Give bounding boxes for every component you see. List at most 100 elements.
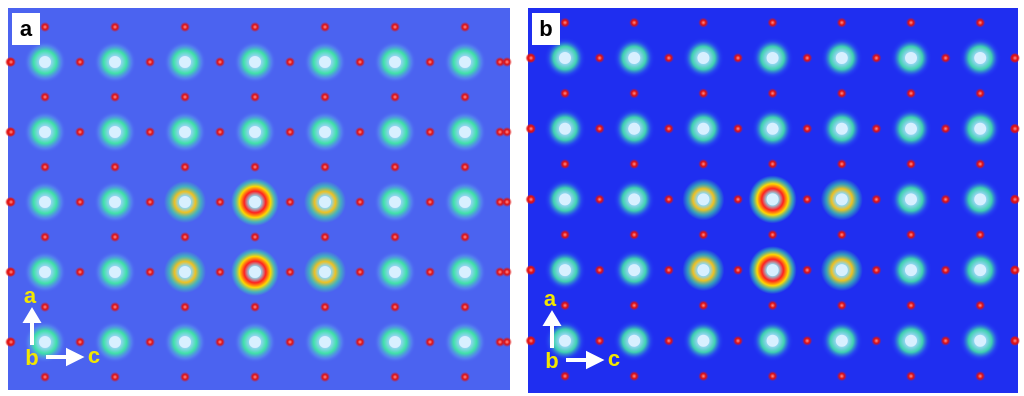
oxygen-site (460, 22, 470, 32)
oxygen-site (6, 267, 16, 277)
oxygen-site (110, 232, 120, 242)
oxygen-site (526, 53, 536, 63)
oxygen-site (871, 194, 882, 205)
cation-core (319, 196, 331, 208)
oxygen-site (285, 267, 295, 277)
oxygen-site (250, 372, 260, 382)
cation-core (697, 334, 710, 347)
oxygen-site (836, 17, 847, 28)
cation-core (835, 52, 848, 64)
oxygen-site (940, 123, 951, 134)
oxygen-site (355, 57, 365, 67)
oxygen-site (215, 337, 225, 347)
cation-core (39, 266, 51, 278)
oxygen-site (940, 194, 951, 205)
cation-core (389, 266, 401, 278)
oxygen-site (285, 57, 295, 67)
oxygen-site (390, 162, 400, 172)
oxygen-site (698, 371, 709, 382)
oxygen-site (975, 17, 986, 28)
oxygen-site (495, 197, 505, 207)
oxygen-site (629, 88, 640, 99)
oxygen-site (180, 162, 190, 172)
oxygen-site (6, 197, 16, 207)
cation-core (319, 126, 331, 138)
oxygen-site (425, 267, 435, 277)
oxygen-site (355, 337, 365, 347)
oxygen-site (906, 88, 916, 99)
cation-core (766, 334, 779, 347)
oxygen-site (320, 232, 330, 242)
oxygen-site (495, 267, 505, 277)
cation-core (559, 52, 571, 64)
cation-core (109, 266, 121, 278)
oxygen-site (502, 337, 512, 347)
cation-core (905, 52, 917, 64)
cation-core (249, 266, 261, 278)
oxygen-site (560, 300, 570, 311)
cation-core (249, 336, 261, 348)
oxygen-site (975, 229, 986, 240)
cation-core (179, 266, 191, 278)
axis-origin-label: b (25, 345, 38, 370)
oxygen-site (560, 159, 570, 170)
cation-core (249, 126, 261, 138)
cation-core (179, 336, 191, 348)
cation-core (109, 336, 121, 348)
cation-core (459, 126, 471, 138)
oxygen-site (663, 265, 674, 276)
oxygen-site (871, 123, 882, 134)
cation-core (835, 122, 848, 135)
cation-core (974, 193, 987, 206)
oxygen-site (502, 267, 512, 277)
oxygen-site (526, 194, 536, 205)
oxygen-site (629, 17, 640, 28)
oxygen-site (629, 300, 640, 311)
cation-core (766, 52, 779, 64)
cation-core (319, 266, 331, 278)
cation-core (628, 52, 641, 64)
oxygen-site (802, 265, 813, 276)
oxygen-site (871, 265, 882, 276)
cation-core (835, 264, 848, 277)
cation-core (109, 56, 121, 68)
cation-core (905, 193, 917, 206)
oxygen-site (767, 88, 778, 99)
oxygen-site (594, 123, 605, 134)
oxygen-site (215, 197, 225, 207)
oxygen-site (180, 92, 190, 102)
oxygen-site (250, 302, 260, 312)
oxygen-site (460, 302, 470, 312)
oxygen-site (560, 17, 570, 28)
cation-core (766, 122, 779, 135)
oxygen-site (75, 197, 85, 207)
oxygen-site (285, 337, 295, 347)
oxygen-site (975, 300, 986, 311)
oxygen-site (75, 57, 85, 67)
oxygen-site (560, 229, 570, 240)
oxygen-site (733, 335, 743, 346)
oxygen-site (594, 194, 605, 205)
oxygen-site (594, 265, 605, 276)
oxygen-site (215, 57, 225, 67)
oxygen-site (40, 162, 50, 172)
oxygen-site (940, 265, 951, 276)
oxygen-site (836, 88, 847, 99)
oxygen-site (663, 123, 674, 134)
oxygen-site (285, 127, 295, 137)
oxygen-site (802, 335, 813, 346)
cation-core (459, 336, 471, 348)
axis-right-label: c (608, 346, 620, 371)
oxygen-site (180, 232, 190, 242)
cation-core (39, 196, 51, 208)
cation-core (697, 52, 710, 64)
cation-core (905, 122, 917, 135)
cation-core (459, 196, 471, 208)
oxygen-site (425, 57, 435, 67)
oxygen-site (180, 302, 190, 312)
oxygen-site (526, 123, 536, 134)
oxygen-site (320, 372, 330, 382)
oxygen-site (460, 232, 470, 242)
cation-core (389, 336, 401, 348)
